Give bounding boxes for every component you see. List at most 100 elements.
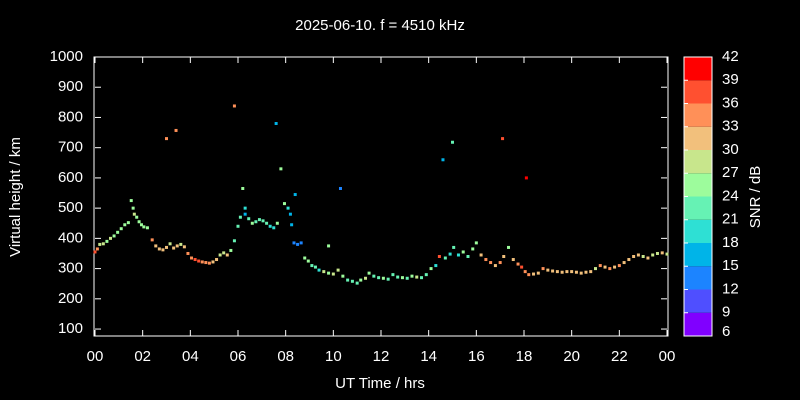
colorbar-tick-label: 24 bbox=[722, 187, 739, 204]
point bbox=[520, 265, 524, 269]
point bbox=[172, 246, 176, 250]
point bbox=[452, 245, 456, 249]
point bbox=[98, 242, 102, 246]
colorbar-tick-label: 21 bbox=[722, 211, 739, 228]
point bbox=[651, 253, 655, 257]
point bbox=[532, 272, 536, 276]
point bbox=[238, 215, 242, 219]
point bbox=[274, 122, 278, 126]
y-tick-label: 800 bbox=[58, 108, 83, 125]
point bbox=[405, 276, 409, 280]
point bbox=[303, 256, 307, 260]
point bbox=[471, 247, 475, 251]
y-tick-label: 500 bbox=[58, 199, 83, 216]
point bbox=[150, 238, 154, 242]
x-tick-label: 14 bbox=[420, 348, 437, 365]
point bbox=[355, 281, 359, 285]
point bbox=[292, 241, 296, 245]
point bbox=[112, 234, 116, 238]
point bbox=[165, 137, 168, 141]
point bbox=[451, 140, 454, 144]
point bbox=[101, 242, 105, 246]
point bbox=[484, 258, 488, 262]
point bbox=[386, 277, 390, 281]
x-tick-label: 00 bbox=[659, 348, 676, 365]
colorbar-segment bbox=[684, 126, 712, 150]
point bbox=[232, 104, 236, 108]
x-tick-label: 20 bbox=[563, 348, 580, 365]
point bbox=[331, 272, 335, 276]
point bbox=[350, 279, 354, 283]
point bbox=[207, 261, 211, 265]
point bbox=[632, 255, 636, 259]
colorbar-tick-label: 36 bbox=[722, 94, 739, 111]
colorbar-tick-label: 18 bbox=[722, 234, 739, 251]
point bbox=[341, 274, 345, 278]
point bbox=[174, 128, 178, 132]
point bbox=[456, 253, 460, 257]
point bbox=[105, 239, 109, 243]
colorbar-tick-label: 15 bbox=[722, 257, 739, 274]
point bbox=[541, 267, 545, 271]
point bbox=[108, 236, 112, 240]
point bbox=[182, 245, 186, 249]
point bbox=[93, 250, 97, 254]
colorbar-tick-label: 42 bbox=[722, 48, 739, 65]
point bbox=[232, 239, 236, 243]
point bbox=[523, 270, 527, 274]
point bbox=[236, 224, 240, 228]
point bbox=[584, 270, 588, 274]
point bbox=[516, 262, 520, 266]
point bbox=[377, 276, 381, 280]
point bbox=[299, 241, 303, 245]
point bbox=[268, 224, 272, 228]
colorbar-segment bbox=[684, 80, 712, 104]
colorbar-tick-label: 27 bbox=[722, 164, 739, 181]
point bbox=[250, 221, 254, 225]
point bbox=[646, 256, 650, 260]
colorbar-tick-label: 6 bbox=[722, 323, 730, 340]
point bbox=[396, 275, 400, 279]
x-tick-label: 18 bbox=[516, 348, 533, 365]
point bbox=[507, 245, 511, 249]
point bbox=[161, 248, 165, 252]
point bbox=[142, 225, 146, 229]
point bbox=[168, 242, 172, 246]
point bbox=[265, 221, 269, 225]
y-tick-label: 100 bbox=[58, 320, 83, 337]
point bbox=[655, 251, 659, 255]
point bbox=[135, 215, 139, 219]
colorbar-segment bbox=[684, 196, 712, 220]
point bbox=[313, 265, 317, 269]
chart-title: 2025-06-10. f = 4510 kHz bbox=[295, 17, 465, 34]
point bbox=[193, 258, 197, 262]
colorbar-tick-label: 39 bbox=[722, 71, 739, 88]
point bbox=[261, 219, 265, 223]
point bbox=[95, 247, 99, 251]
point bbox=[622, 261, 626, 265]
point bbox=[546, 268, 550, 272]
point bbox=[272, 226, 276, 230]
x-tick-label: 04 bbox=[182, 348, 199, 365]
point bbox=[364, 276, 368, 280]
point bbox=[367, 271, 371, 275]
point bbox=[229, 248, 233, 252]
colorbar-segment bbox=[684, 312, 712, 336]
y-tick-label: 600 bbox=[58, 169, 83, 186]
point bbox=[524, 176, 528, 180]
point bbox=[190, 256, 194, 260]
point bbox=[565, 270, 569, 274]
point bbox=[443, 256, 447, 260]
point bbox=[322, 270, 326, 274]
point bbox=[336, 268, 340, 272]
point bbox=[211, 260, 215, 264]
point bbox=[479, 253, 483, 257]
point bbox=[493, 264, 497, 268]
x-tick-label: 22 bbox=[611, 348, 628, 365]
colorbar-segment bbox=[684, 289, 712, 313]
point bbox=[594, 267, 597, 271]
point bbox=[501, 137, 505, 141]
point bbox=[441, 158, 445, 162]
point bbox=[241, 186, 245, 190]
point bbox=[243, 212, 247, 216]
